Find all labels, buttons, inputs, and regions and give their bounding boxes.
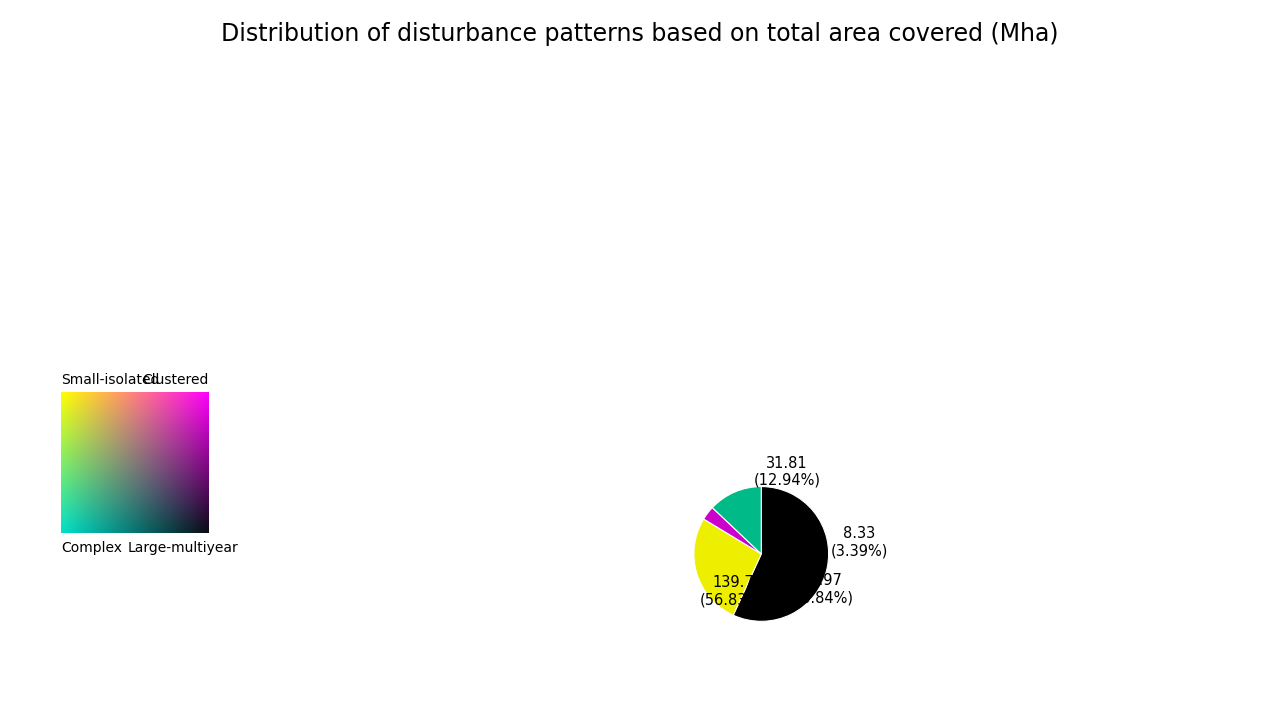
Text: Distribution of disturbance patterns based on total area covered (Mha): Distribution of disturbance patterns bas… (221, 22, 1059, 45)
Wedge shape (694, 519, 762, 615)
Text: Small-isolated: Small-isolated (61, 373, 160, 387)
Text: Large-multiyear: Large-multiyear (128, 541, 238, 555)
Text: 31.81
(12.94%): 31.81 (12.94%) (754, 456, 820, 488)
Wedge shape (733, 487, 828, 621)
Text: Clustered: Clustered (142, 373, 209, 387)
Text: Complex: Complex (61, 541, 123, 555)
Text: 139.7
(56.83%): 139.7 (56.83%) (700, 575, 767, 607)
Wedge shape (704, 508, 762, 554)
Text: 8.33
(3.39%): 8.33 (3.39%) (831, 526, 887, 558)
Wedge shape (713, 487, 762, 554)
Text: 65.97
(26.84%): 65.97 (26.84%) (787, 573, 854, 606)
